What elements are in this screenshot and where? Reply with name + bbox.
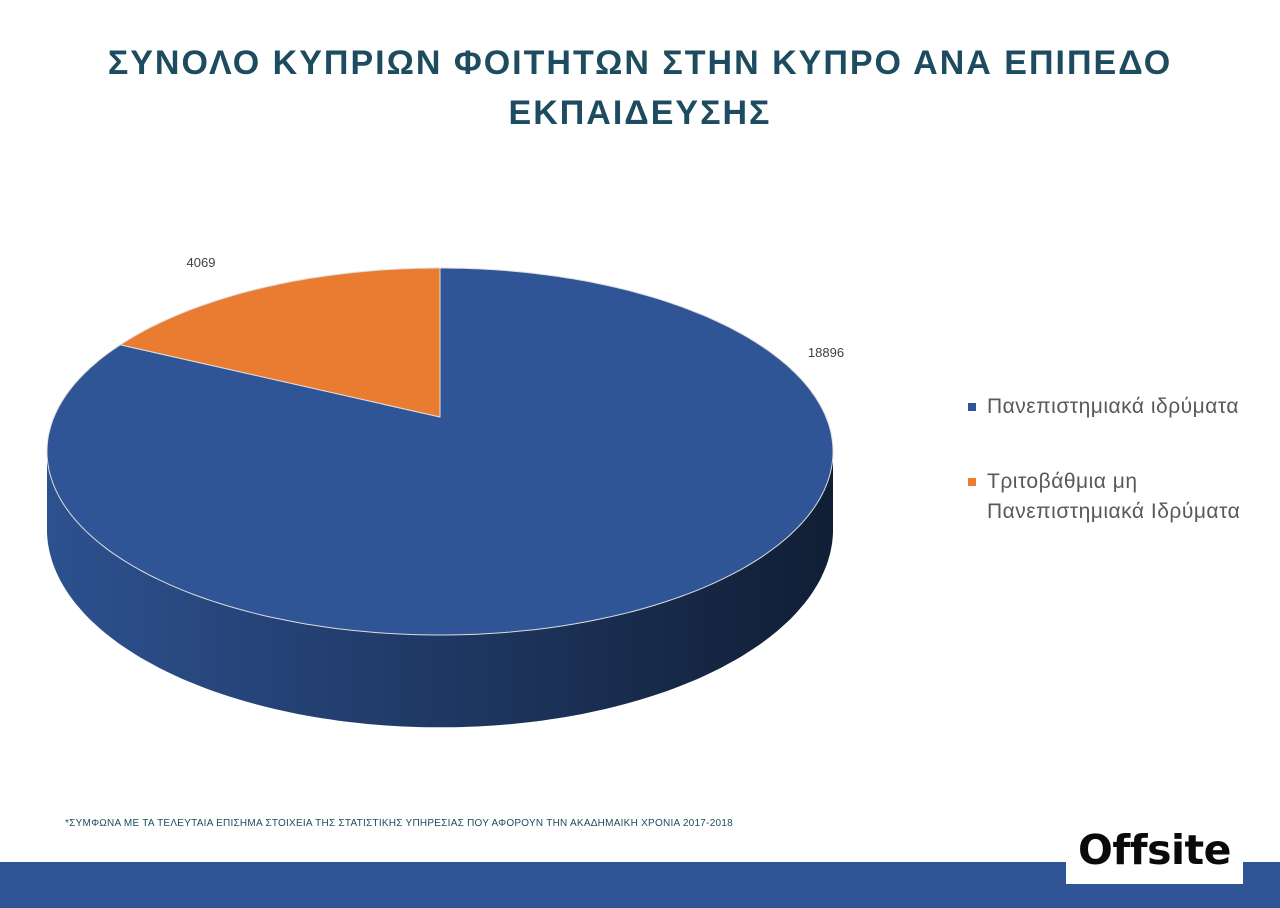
data-label-universities: 18896 — [808, 345, 844, 360]
legend-label: Τριτοβάθμια μη Πανεπιστημιακά Ιδρύματα — [987, 470, 1241, 523]
source-footnote: *ΣΥΜΦΩΝΑ ΜΕ ΤΑ ΤΕΛΕΥΤΑΙΑ ΕΠΙΣΗΜΑ ΣΤΟΙΧΕΙ… — [65, 818, 733, 829]
pie-slice-1 — [119, 267, 441, 418]
pie-slice-0 — [46, 267, 834, 636]
legend-label: Πανεπιστημιακά ιδρύματα — [987, 395, 1240, 418]
chart-legend: Πανεπιστημιακά ιδρύματα Τριτοβάθμια μη Π… — [966, 392, 1266, 523]
legend-marker — [968, 478, 976, 486]
data-label-non-university: 4069 — [187, 255, 216, 270]
brand-logo: Offsite — [1066, 822, 1243, 884]
data-labels: 18896 4069 — [187, 255, 845, 360]
logo-wordmark: Offsite — [1078, 825, 1231, 874]
pie-top-layer — [46, 267, 834, 636]
pie-side-layer — [47, 451, 833, 728]
legend-marker — [968, 403, 976, 411]
chart-title: ΣΥΝΟΛΟ ΚΥΠΡΙΩΝ ΦΟΙΤΗΤΩΝ ΣΤΗΝ ΚΥΠΡΟ ΑΝΑ Ε… — [107, 44, 1173, 132]
pie-chart: 18896 4069 — [46, 255, 845, 728]
pie-slice-side-0 — [47, 451, 833, 728]
